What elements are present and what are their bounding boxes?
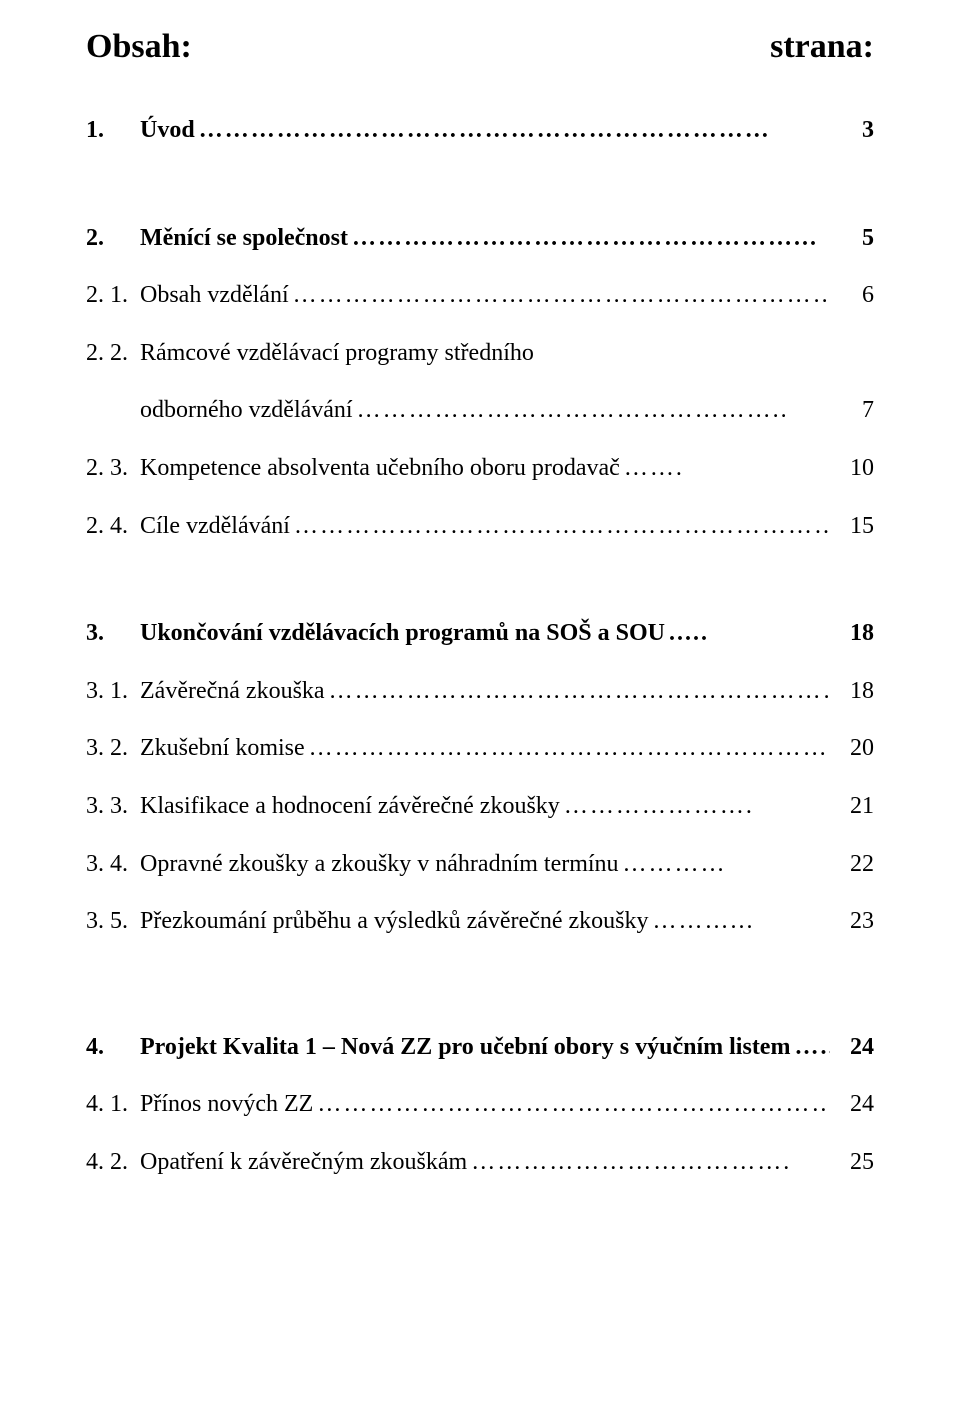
toc-page: 18 [830, 617, 874, 651]
toc-label: Klasifikace a hodnocení závěrečné zkoušk… [140, 790, 560, 824]
toc-label: Měnící se společnost [140, 222, 348, 256]
toc-page: 18 [830, 675, 874, 709]
toc-label: odborného vzdělávání [140, 394, 353, 428]
toc-entry: 2. 4. Cíle vzdělávání ………………………………………………… [86, 510, 874, 544]
toc-page: 3 [830, 114, 874, 148]
toc-page: 15 [830, 510, 874, 544]
toc-header-right: strana: [770, 28, 874, 66]
toc-number: 4. 1. [86, 1088, 140, 1122]
toc-header-left: Obsah: [86, 28, 192, 66]
toc-number: 4. 2. [86, 1146, 140, 1180]
toc-dots: ……………………………………………………… [313, 1088, 830, 1122]
toc-number: 3. 1. [86, 675, 140, 709]
toc-dots: ………... [649, 905, 831, 939]
toc-number: 3. 4. [86, 848, 140, 882]
toc-dots: ………………………………………….. [353, 394, 830, 428]
toc-page: 22 [830, 848, 874, 882]
toc-page: 7 [830, 394, 874, 428]
toc-dots: ..... [665, 617, 830, 651]
toc-entry: 2. 2. Rámcové vzdělávací programy středn… [86, 337, 874, 371]
toc-page: 23 [830, 905, 874, 939]
toc-label: Rámcové vzdělávací programy středního [140, 337, 534, 371]
toc-label: Projekt Kvalita 1 – Nová ZZ pro učební o… [140, 1031, 790, 1065]
toc-number: 2. 3. [86, 452, 140, 486]
toc-label: Opatření k závěrečným zkouškám [140, 1146, 467, 1180]
toc-number: 3. 2. [86, 732, 140, 766]
toc-page: 20 [830, 732, 874, 766]
toc-entry: 4. Projekt Kvalita 1 – Nová ZZ pro učebn… [86, 1031, 874, 1065]
toc-page: 6 [830, 279, 874, 313]
toc-label: Zkušební komise [140, 732, 305, 766]
toc-number: 2. [86, 222, 140, 256]
toc-number: 2. 4. [86, 510, 140, 544]
toc-dots: …………………. [560, 790, 830, 824]
toc-entry-continuation: odborného vzdělávání ………………………………………….. … [86, 394, 874, 428]
toc-entry: 3. 1. Závěrečná zkouška …………………………………………… [86, 675, 874, 709]
toc-dots: ………………………………………………………. [305, 732, 830, 766]
toc-dots: ………………………………………………………… [195, 114, 830, 148]
toc-label: Úvod [140, 114, 195, 148]
toc-dots: ….. [790, 1031, 830, 1065]
toc-page: 21 [830, 790, 874, 824]
toc-number: 1. [86, 114, 140, 148]
toc-entry: 4. 1. Přínos nových ZZ ……………………………………………… [86, 1088, 874, 1122]
toc-label: Přínos nových ZZ [140, 1088, 313, 1122]
toc-page: 25 [830, 1146, 874, 1180]
toc-label: Přezkoumání průběhu a výsledků závěrečné… [140, 905, 649, 939]
toc-entry: 2. 1. Obsah vzdělání …………………………………………………… [86, 279, 874, 313]
toc-number: 2. 2. [86, 337, 140, 371]
toc-number: 3. 3. [86, 790, 140, 824]
toc-dots: ………… [619, 848, 830, 882]
toc-label: Cíle vzdělávání [140, 510, 290, 544]
toc-entry: 3. 5. Přezkoumání průběhu a výsledků záv… [86, 905, 874, 939]
toc-number: 4. [86, 1031, 140, 1065]
toc-page: 5 [830, 222, 874, 256]
toc-entry: 3. 4. Opravné zkoušky a zkoušky v náhrad… [86, 848, 874, 882]
toc-dots: ………………………………. [467, 1146, 830, 1180]
toc-dots: ……………………………………………... [348, 222, 830, 256]
toc-entry: 2. Měnící se společnost …………………………………………… [86, 222, 874, 256]
toc-label: Obsah vzdělání [140, 279, 289, 313]
toc-entry: 3. 3. Klasifikace a hodnocení závěrečné … [86, 790, 874, 824]
toc-dots: …………………………………………………… [325, 675, 830, 709]
toc-entry: 1. Úvod ………………………………………………………… 3 [86, 114, 874, 148]
toc-number: 3. 5. [86, 905, 140, 939]
toc-dots: ………………………………………………………. [290, 510, 830, 544]
toc-page: 24 [830, 1031, 874, 1065]
toc-header: Obsah: strana: [86, 28, 874, 66]
toc-label: Ukončování vzdělávacích programů na SOŠ … [140, 617, 665, 651]
toc-entry: 3. Ukončování vzdělávacích programů na S… [86, 617, 874, 651]
toc-dots: ……. [620, 452, 830, 486]
toc-entry: 3. 2. Zkušební komise ………………………………………………… [86, 732, 874, 766]
toc-entry: 2. 3. Kompetence absolventa učebního obo… [86, 452, 874, 486]
toc-label: Závěrečná zkouška [140, 675, 325, 709]
toc-number: 3. [86, 617, 140, 651]
toc-label: Kompetence absolventa učebního oboru pro… [140, 452, 620, 486]
toc-label: Opravné zkoušky a zkoušky v náhradním te… [140, 848, 619, 882]
toc-dots: ………………………………………………………. [289, 279, 830, 313]
toc-page: 24 [830, 1088, 874, 1122]
toc-page: 10 [830, 452, 874, 486]
toc-entry: 4. 2. Opatření k závěrečným zkouškám ………… [86, 1146, 874, 1180]
toc-number: 2. 1. [86, 279, 140, 313]
